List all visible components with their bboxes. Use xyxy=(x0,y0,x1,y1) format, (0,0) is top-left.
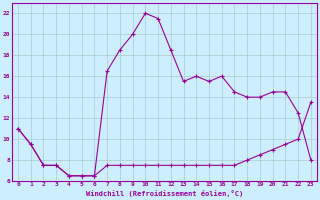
X-axis label: Windchill (Refroidissement éolien,°C): Windchill (Refroidissement éolien,°C) xyxy=(86,190,243,197)
